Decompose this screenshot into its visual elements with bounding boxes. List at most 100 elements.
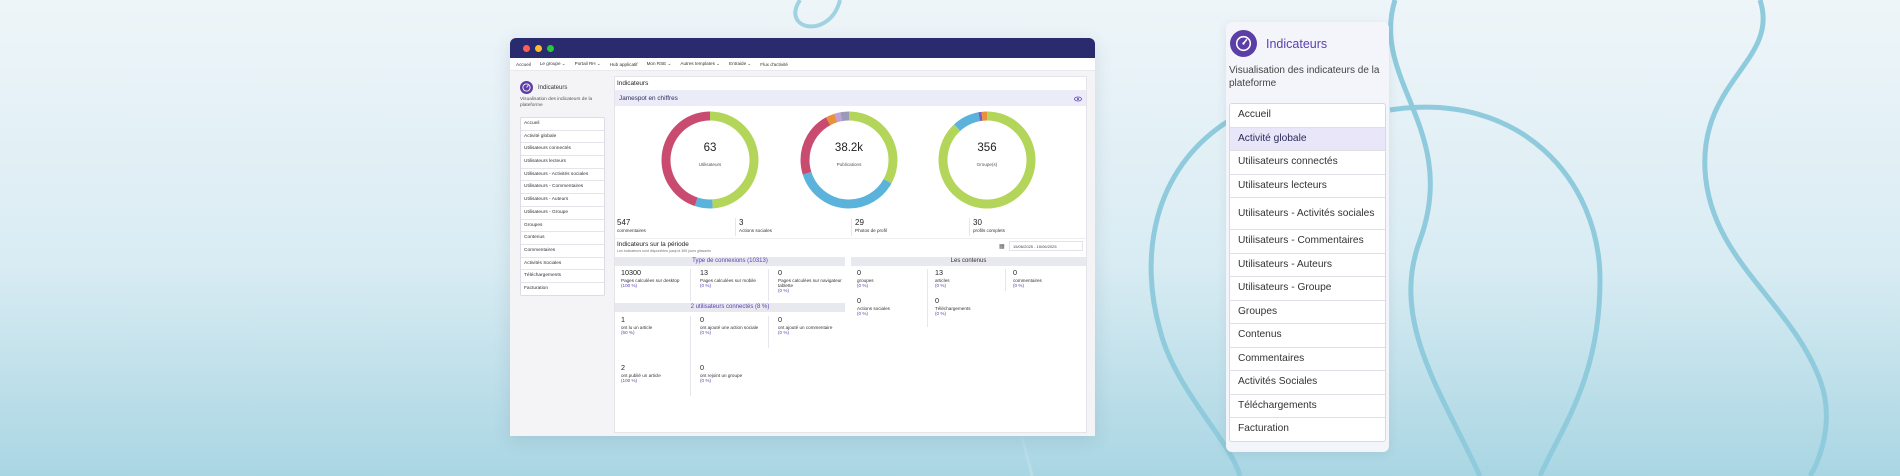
panel-menu-item[interactable]: Utilisateurs connectés	[1230, 150, 1385, 174]
stat-joined-group: 0 ont rejoint un groupe (0 %)	[700, 364, 762, 384]
donut-value: 38.2k	[834, 142, 864, 154]
stat-percent: (0 %)	[857, 283, 868, 288]
sidebar-header: Indicateurs	[520, 81, 605, 94]
browser-content: Indicateurs Visualisation des indicateur…	[510, 71, 1095, 436]
panel-menu-item[interactable]: Utilisateurs lecteurs	[1230, 173, 1385, 198]
panel-menu-item[interactable]: Activités Sociales	[1230, 370, 1385, 394]
divider	[1005, 269, 1006, 291]
stat-label: ont ajouté une action sociale	[700, 325, 759, 330]
nav-flux-activite[interactable]: Flux d'activité	[760, 62, 788, 67]
donut-value: 63	[703, 142, 717, 154]
nav-label: Entraide	[729, 61, 747, 66]
stat-value: 13	[935, 268, 943, 277]
stat-label: Pages calculées sur navigateur tablette	[778, 278, 842, 288]
page-title: Indicateurs	[617, 80, 649, 87]
stat-value: 2	[621, 363, 625, 372]
divider	[969, 218, 970, 236]
sidebar-item[interactable]: Groupes	[521, 218, 604, 232]
donut-publications-svg	[800, 111, 898, 209]
nav-label: Hub applicatif	[609, 61, 638, 67]
nav-mon-rse[interactable]: Mon RSE ⌄	[647, 61, 672, 67]
sidebar-item[interactable]: Utilisateurs connectés	[521, 142, 604, 155]
stat-value: 29	[855, 218, 864, 227]
stat-label: ont rejoint un groupe	[700, 373, 743, 378]
panel-menu-item[interactable]: Accueil	[1238, 109, 1271, 121]
sidebar-item[interactable]: Utilisateurs - Activités sociales	[521, 167, 604, 181]
divider	[927, 269, 928, 327]
users-header: 2 utilisateurs connectés (8 %)	[615, 303, 845, 312]
panel-header: Indicateurs	[1230, 30, 1327, 57]
figures-title: Jamespot en chiffres	[619, 94, 678, 102]
panel-menu-item[interactable]: Utilisateurs - Activités sociales	[1230, 197, 1385, 229]
browser-window: Accueil Le groupe ⌄ Portail RH ⌄ Hub app…	[510, 38, 1095, 436]
nav-le-groupe[interactable]: Le groupe ⌄	[540, 61, 566, 67]
panel-menu-item[interactable]: Utilisateurs - Commentaires	[1230, 229, 1385, 253]
chevron-down-icon: ⌄	[561, 61, 566, 66]
nav-entraide[interactable]: Entraide ⌄	[729, 61, 751, 67]
panel-menu: Accueil Activité globale Utilisateurs conn…	[1229, 103, 1386, 442]
stat-label: commentaires	[617, 228, 646, 233]
divider	[690, 269, 691, 301]
stat-value: 10300	[621, 268, 641, 277]
indicators-panel: Indicateurs Visualisation des indicateur…	[1226, 22, 1389, 452]
close-dot-icon[interactable]	[523, 44, 530, 52]
sidebar-item[interactable]: Facturation	[521, 281, 604, 295]
sidebar-item[interactable]: Activité globale	[521, 129, 604, 143]
nav-portail-rh[interactable]: Portail RH ⌄	[575, 61, 601, 67]
nav-autres-templates[interactable]: Autres templates ⌄	[680, 61, 720, 67]
donut-value: 356	[977, 142, 997, 154]
sidebar-item[interactable]: Utilisateurs - Commentaires	[521, 180, 604, 193]
sidebar-item[interactable]: Utilisateurs - Auteurs	[521, 193, 604, 206]
stat-added-social-action: 0 ont ajouté une action sociale (0 %)	[700, 316, 762, 336]
panel-menu-item[interactable]: Téléchargements	[1230, 393, 1385, 418]
donut-publications: 38.2k Publications	[799, 110, 899, 210]
sidebar-menu: Accueil Activité globale Utilisateurs conn…	[520, 117, 605, 296]
eye-icon[interactable]	[1074, 89, 1082, 107]
stat-label: profils complets	[973, 228, 1005, 233]
contenus-header: Les contenus	[851, 257, 1086, 266]
stat-content-groups: 0 groupes (0 %)	[857, 269, 917, 289]
stat-value: 0	[1013, 268, 1017, 277]
stat-value: 3	[739, 218, 744, 227]
stat-label: ont lu un article	[621, 325, 653, 330]
figures-band: Jamespot en chiffres	[615, 90, 1086, 106]
date-range-input[interactable]: 15/06/2025 - 15/06/2025	[1009, 241, 1083, 251]
nav-label: Portail RH	[574, 61, 596, 66]
nav-accueil[interactable]: Accueil	[516, 62, 531, 67]
donut-users-svg	[661, 111, 759, 209]
sidebar-item[interactable]: Commentaires	[521, 243, 604, 257]
panel-title: Indicateurs	[1266, 36, 1328, 51]
stat-read-article: 1 ont lu un article (50 %)	[621, 316, 681, 336]
period-header: Indicateurs sur la période Les indicateu…	[615, 239, 1086, 257]
stat-percent: (0 %)	[778, 330, 789, 335]
panel-menu-item[interactable]: Activité globale	[1230, 126, 1385, 150]
sidebar-item[interactable]: Contenus	[521, 231, 604, 244]
maximize-dot-icon[interactable]	[547, 44, 554, 52]
stat-complete-profiles: 30 profils complets	[973, 218, 1005, 233]
nav-label: Mon RSE	[646, 61, 667, 66]
nav-hub-applicatif[interactable]: Hub applicatif	[610, 62, 638, 67]
panel-menu-item[interactable]: Utilisateurs - Auteurs	[1230, 252, 1385, 277]
sidebar-item[interactable]: Téléchargements	[521, 269, 604, 282]
stat-content-articles: 13 articles (0 %)	[935, 268, 995, 289]
stat-label: ont ajouté un commentaire	[778, 325, 833, 330]
divider	[851, 218, 852, 236]
panel-menu-item[interactable]: Facturation	[1230, 417, 1385, 441]
sidebar-item[interactable]: Activités Sociales	[521, 256, 604, 270]
chevron-down-icon: ⌄	[716, 61, 721, 66]
panel-menu-item[interactable]: Contenus	[1230, 323, 1385, 347]
panel-menu-item[interactable]: Utilisateurs - Groupe	[1230, 276, 1385, 300]
sidebar-item[interactable]: Utilisateurs lecteurs	[521, 155, 604, 168]
minimize-dot-icon[interactable]	[535, 44, 542, 52]
stat-percent: (0 %)	[935, 283, 946, 288]
nav-label: Autres templates	[680, 61, 715, 66]
sidebar-item[interactable]: Utilisateurs - Groupe	[521, 205, 604, 219]
donut-users: 63 Utilisateurs	[660, 110, 760, 210]
panel-menu-item[interactable]: Groupes	[1230, 299, 1385, 324]
donut-segment	[800, 111, 898, 209]
panel-menu-item[interactable]: Commentaires	[1230, 346, 1385, 371]
donut-segment	[661, 111, 759, 209]
sidebar-item[interactable]: Accueil	[524, 121, 540, 126]
stat-comments: 547 commentaires	[617, 218, 646, 233]
calendar-icon[interactable]: ▦	[999, 244, 1005, 250]
